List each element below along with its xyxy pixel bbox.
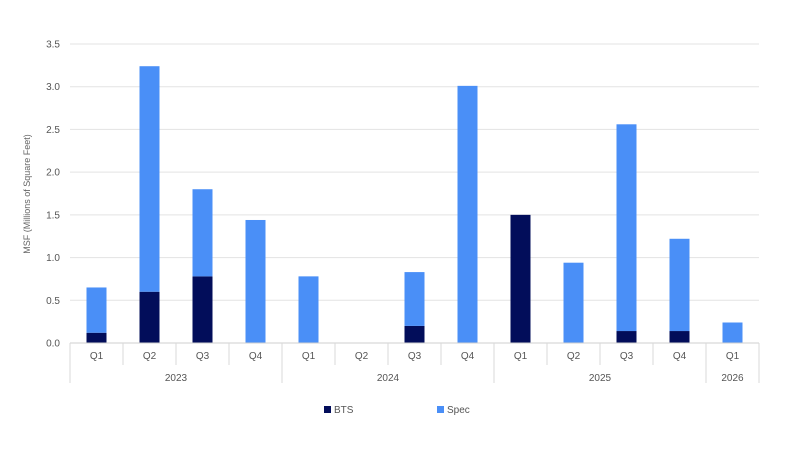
legend-swatch-bts bbox=[324, 406, 331, 413]
bars bbox=[86, 66, 743, 344]
legend-label-bts: BTS bbox=[334, 405, 354, 416]
bar-spec-q4-2023 bbox=[245, 219, 266, 343]
bar-spec-q3-2025 bbox=[616, 124, 637, 332]
bar-bts-q3-2025 bbox=[616, 331, 637, 343]
legend-swatch-spec bbox=[437, 406, 444, 413]
x-tick-year: 2023 bbox=[165, 373, 188, 384]
x-tick-quarter: Q4 bbox=[249, 351, 263, 362]
y-axis-ticks: 0.0 0.5 1.0 1.5 2.0 2.5 3.0 3.5 bbox=[46, 40, 60, 350]
y-tick-label: 0.0 bbox=[46, 339, 60, 350]
x-tick-quarter: Q3 bbox=[620, 351, 634, 362]
x-tick-year: 2024 bbox=[377, 373, 400, 384]
bar-spec-q3-2023 bbox=[192, 189, 213, 277]
bar-spec-q2-2023 bbox=[139, 66, 160, 292]
x-tick-quarter: Q3 bbox=[196, 351, 210, 362]
bar-bts-q1-2025 bbox=[510, 214, 531, 343]
bar-bts-q1-2023 bbox=[86, 332, 107, 343]
x-tick-quarter: Q1 bbox=[514, 351, 528, 362]
legend-label-spec: Spec bbox=[447, 405, 470, 416]
y-tick-label: 1.0 bbox=[46, 253, 60, 264]
y-axis-label: MSF (Millions of Square Feet) bbox=[22, 134, 32, 254]
x-tick-quarter: Q1 bbox=[90, 351, 104, 362]
legend: BTS Spec bbox=[324, 405, 470, 416]
x-axis: Q1 Q2 Q3 Q4 Q1 Q2 Q3 Q4 Q1 Q2 Q3 Q4 Q1 2023 2024 2025 20… bbox=[69, 342, 760, 384]
bar-spec-q2-2025 bbox=[563, 262, 584, 343]
x-tick-year: 2026 bbox=[721, 373, 744, 384]
x-tick-year: 2025 bbox=[589, 373, 612, 384]
bar-bts-q3-2024 bbox=[404, 325, 425, 343]
y-tick-label: 1.5 bbox=[46, 210, 60, 221]
bar-bts-q3-2023 bbox=[192, 276, 213, 343]
bar-spec-q4-2025 bbox=[669, 238, 690, 332]
x-tick-quarter: Q2 bbox=[143, 351, 157, 362]
gridlines bbox=[70, 43, 759, 301]
x-tick-quarter: Q2 bbox=[567, 351, 581, 362]
bar-spec-q3-2024 bbox=[404, 272, 425, 326]
x-tick-quarter: Q1 bbox=[302, 351, 316, 362]
x-tick-quarter: Q4 bbox=[673, 351, 687, 362]
bar-spec-q1-2024 bbox=[298, 276, 319, 343]
bar-bts-q2-2023 bbox=[139, 291, 160, 343]
y-tick-label: 3.5 bbox=[46, 40, 60, 51]
x-tick-quarter: Q2 bbox=[355, 351, 369, 362]
bar-spec-q4-2024 bbox=[457, 85, 478, 344]
x-tick-quarter: Q4 bbox=[461, 351, 475, 362]
bar-bts-q4-2025 bbox=[669, 331, 690, 343]
bar-spec-q1-2023 bbox=[86, 287, 107, 333]
y-tick-label: 2.0 bbox=[46, 168, 60, 179]
y-tick-label: 2.5 bbox=[46, 125, 60, 136]
x-tick-quarter: Q3 bbox=[408, 351, 422, 362]
bar-spec-q1-2026 bbox=[722, 322, 743, 343]
y-tick-label: 3.0 bbox=[46, 82, 60, 93]
y-tick-label: 0.5 bbox=[46, 296, 60, 307]
x-tick-quarter: Q1 bbox=[726, 351, 740, 362]
